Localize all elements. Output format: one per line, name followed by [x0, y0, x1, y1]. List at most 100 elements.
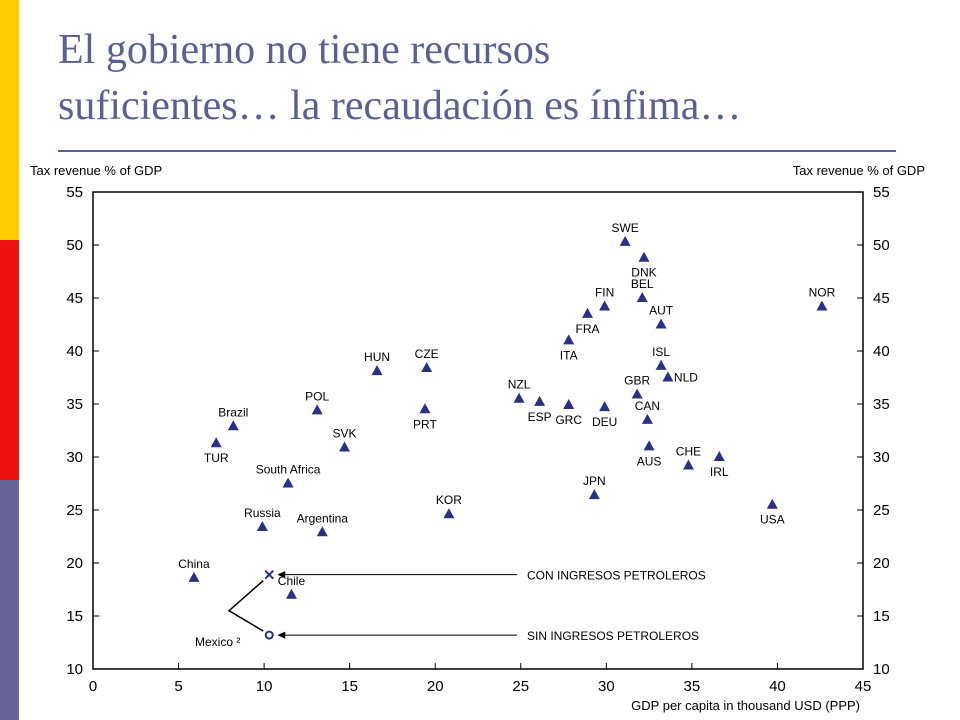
data-point-label: FRA — [576, 322, 600, 336]
data-point-marker — [419, 403, 431, 414]
data-point-label: POL — [305, 389, 329, 403]
data-point-marker — [662, 371, 674, 382]
slide-title-line-1: El gobierno no tiene recursos — [58, 27, 551, 73]
data-point-marker — [655, 318, 667, 329]
data-point-marker — [421, 361, 433, 372]
data-point-label: CZE — [415, 347, 439, 361]
accent-bar-red — [0, 240, 19, 480]
x-tick-label: 10 — [256, 678, 273, 695]
y-axis-label-left: Tax revenue % of GDP — [30, 163, 162, 178]
data-point-marker — [513, 392, 525, 403]
data-point-marker — [188, 571, 200, 582]
x-tick-label: 40 — [769, 678, 786, 695]
y-tick-label-left: 45 — [66, 290, 83, 307]
data-point-marker — [631, 388, 643, 399]
data-point-marker — [641, 413, 653, 424]
y-tick-label-right: 15 — [873, 608, 890, 625]
data-point-label: GRC — [555, 413, 582, 427]
data-point-label: South Africa — [256, 463, 321, 477]
data-point-marker — [619, 235, 631, 246]
y-tick-label-left: 20 — [66, 555, 83, 572]
y-tick-label-right: 40 — [873, 343, 890, 360]
data-point-label: AUT — [649, 304, 674, 318]
mexico-with-oil-marker — [264, 569, 274, 580]
data-point-marker — [227, 420, 239, 431]
data-point-marker — [682, 459, 694, 470]
data-point-label: ISL — [652, 345, 670, 359]
x-tick-label: 5 — [174, 678, 182, 695]
data-point-marker — [282, 477, 294, 488]
data-point-label: DNK — [631, 266, 656, 280]
data-point-marker — [816, 300, 828, 311]
data-point-marker — [563, 334, 575, 345]
y-tick-label-left: 40 — [66, 343, 83, 360]
title-underline — [58, 150, 896, 152]
x-tick-label: 15 — [341, 678, 358, 695]
x-tick-label: 30 — [598, 678, 615, 695]
data-point-label: GBR — [624, 373, 650, 387]
data-point-marker — [588, 489, 600, 500]
data-point-marker — [316, 526, 328, 537]
data-point-label: Argentina — [297, 511, 349, 525]
data-point-label: FIN — [595, 285, 614, 299]
accent-bar-yellow — [0, 0, 19, 240]
data-point-label: NOR — [809, 285, 836, 299]
data-point-marker — [713, 451, 725, 461]
data-point-label: China — [178, 557, 210, 571]
x-tick-label: 35 — [684, 678, 701, 695]
x-tick-label: 20 — [427, 678, 444, 695]
data-point-label: BEL — [631, 277, 654, 291]
data-point-label: USA — [760, 513, 785, 527]
y-tick-label-right: 20 — [873, 555, 890, 572]
plot-frame — [92, 191, 864, 670]
data-point-label: NZL — [508, 378, 531, 392]
data-point-marker — [655, 359, 667, 370]
data-point-marker — [339, 441, 351, 452]
data-point-label: CAN — [635, 399, 660, 413]
y-tick-label-right: 10 — [873, 661, 890, 678]
data-point-marker — [311, 404, 323, 415]
x-axis-label: GDP per capita in thousand USD (PPP) — [631, 698, 860, 713]
data-point-label: SWE — [611, 221, 638, 235]
annotation-arrow-head — [277, 571, 286, 579]
data-point-label: NLD — [674, 371, 698, 385]
y-tick-label-right: 55 — [873, 184, 890, 201]
x-tick-label: 45 — [855, 678, 872, 695]
slide-title: El gobierno no tiene recursos suficiente… — [58, 22, 938, 134]
data-point-label: AUS — [637, 454, 662, 468]
data-point-marker — [210, 437, 222, 448]
y-tick-label-left: 30 — [66, 449, 83, 466]
data-point-marker — [371, 365, 383, 376]
y-tick-label-left: 50 — [66, 237, 83, 254]
data-point-label: PRT — [413, 417, 437, 431]
mexico-bracket — [227, 580, 264, 632]
data-point-label: ESP — [528, 410, 552, 424]
slide-title-line-2: suficientes… la recaudación es ínfima… — [58, 83, 742, 129]
data-point-label: IRL — [710, 465, 729, 479]
data-point-label: KOR — [436, 493, 462, 507]
y-tick-label-left: 10 — [66, 661, 83, 678]
y-tick-label-right: 30 — [873, 449, 890, 466]
data-point-label: Brazil — [218, 405, 248, 419]
data-point-marker — [643, 440, 655, 451]
data-point-label: Russia — [244, 506, 281, 520]
data-point-label: JPN — [583, 474, 606, 488]
data-point-marker — [599, 401, 611, 412]
data-point-marker — [256, 520, 268, 531]
y-tick-label-right: 45 — [873, 290, 890, 307]
x-tick-label: 25 — [512, 678, 529, 695]
data-point-label: SVK — [333, 426, 357, 440]
data-point-marker — [443, 508, 455, 519]
y-tick-label-left: 15 — [66, 608, 83, 625]
data-point-marker — [766, 498, 778, 509]
annotation-without-oil: SIN INGRESOS PETROLEROS — [527, 629, 699, 643]
data-point-label: CHE — [676, 444, 701, 458]
y-axis-label-right: Tax revenue % of GDP — [793, 163, 925, 178]
y-tick-label-right: 25 — [873, 502, 890, 519]
data-point-label: TUR — [204, 451, 229, 465]
mexico-label: Mexico ² — [195, 635, 240, 649]
data-point-label: DEU — [592, 415, 617, 429]
data-point-marker — [563, 399, 575, 410]
y-tick-label-left: 35 — [66, 396, 83, 413]
